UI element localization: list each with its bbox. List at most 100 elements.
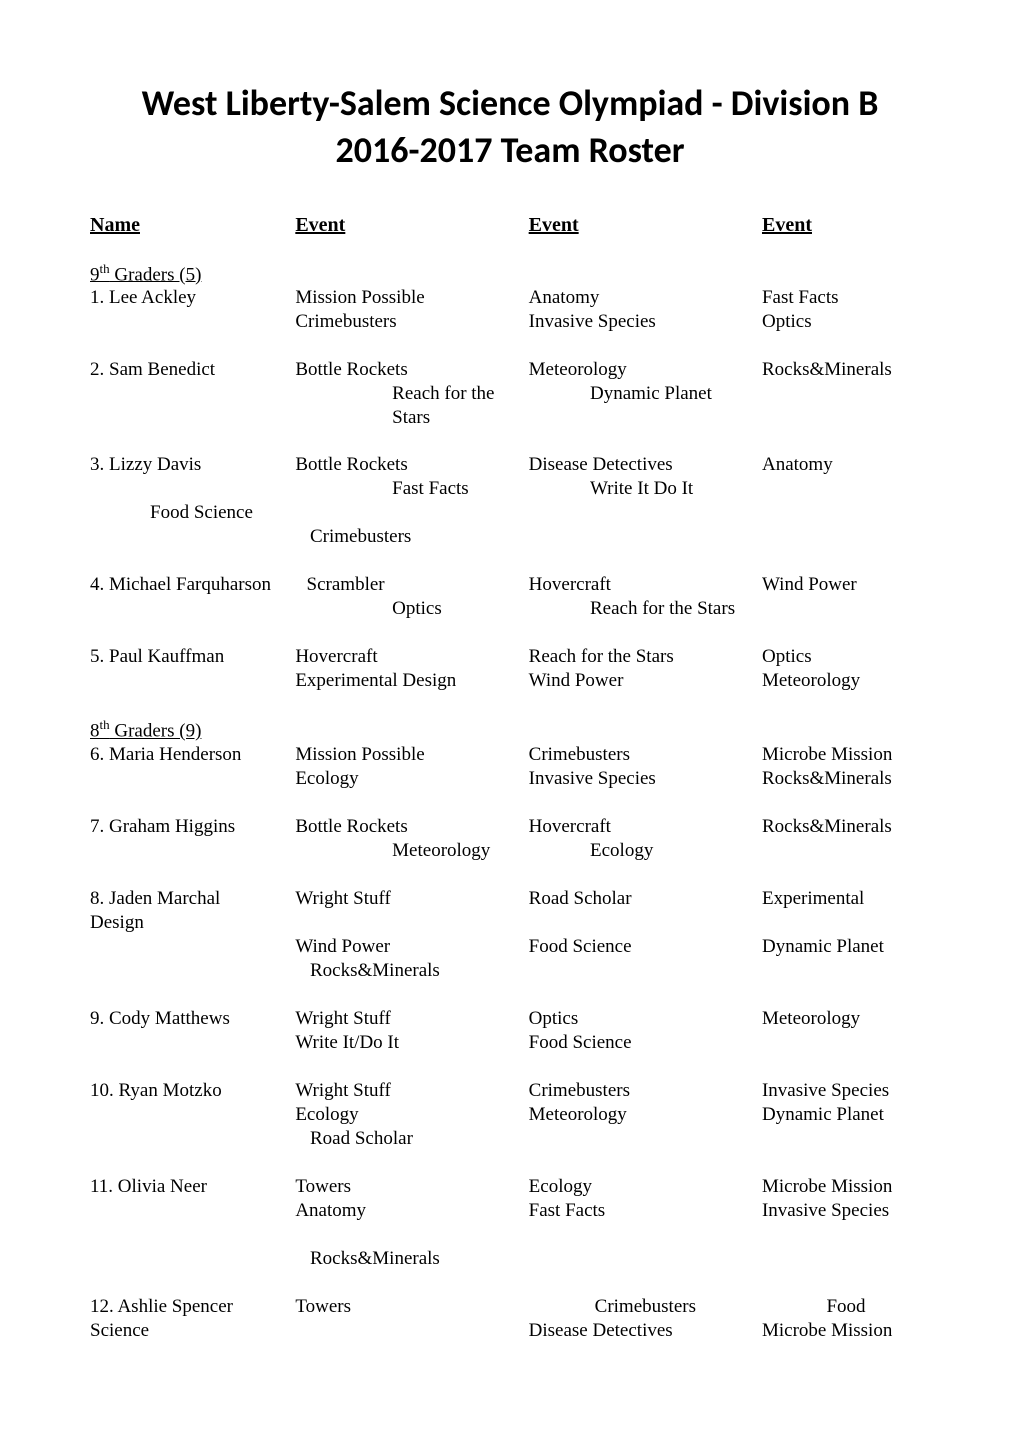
event-cell: Wind Power bbox=[762, 573, 930, 597]
event-cell: Ecology bbox=[530, 839, 765, 863]
roster-entry: 10. Ryan Motzko Wright Stuff Crimebuster… bbox=[90, 1079, 930, 1151]
student-name: 8. Jaden Marchal bbox=[90, 887, 295, 911]
event-cell: Write It/Do It bbox=[295, 1031, 528, 1055]
roster-entry: 5. Paul Kauffman Hovercraft Reach for th… bbox=[90, 645, 930, 693]
student-name: 9. Cody Matthews bbox=[90, 1007, 295, 1031]
event-cell: Rocks&Minerals bbox=[762, 767, 930, 791]
roster-entry: 6. Maria Henderson Mission Possible Crim… bbox=[90, 743, 930, 791]
event-cell: Rocks&Minerals bbox=[762, 815, 930, 839]
student-name: 11. Olivia Neer bbox=[90, 1175, 295, 1199]
student-name: 12. Ashlie Spencer bbox=[90, 1295, 295, 1319]
event-cell: Microbe Mission bbox=[762, 1175, 930, 1199]
event-cell: Meteorology bbox=[529, 1103, 762, 1127]
event-cell: Dynamic Planet bbox=[762, 1103, 930, 1127]
header-event-2: Event bbox=[529, 214, 579, 236]
header-event-3: Event bbox=[762, 214, 812, 236]
event-cell: Food Science bbox=[529, 1031, 762, 1055]
event-cell: Microbe Mission bbox=[762, 1319, 930, 1343]
event-cell: Towers bbox=[295, 1295, 528, 1319]
roster-entry: 9. Cody Matthews Wright Stuff Optics Met… bbox=[90, 1007, 930, 1055]
event-cell: Crimebusters bbox=[310, 525, 560, 549]
event-cell: Rocks&Minerals bbox=[310, 959, 560, 983]
student-name: 7. Graham Higgins bbox=[90, 815, 295, 839]
event-cell: Anatomy bbox=[762, 453, 930, 477]
event-cell: Rocks&Minerals bbox=[762, 358, 930, 382]
roster-entry: 4. Michael Farquharson Scrambler Hovercr… bbox=[90, 573, 930, 621]
event-cell: Bottle Rockets bbox=[295, 453, 528, 477]
column-headers: Name Event Event Event bbox=[90, 214, 930, 237]
roster-entry: 8. Jaden Marchal Wright Stuff Road Schol… bbox=[90, 887, 930, 983]
event-cell: Fast Facts bbox=[292, 477, 530, 501]
title-line-1: West Liberty-Salem Science Olympiad - Di… bbox=[142, 81, 879, 125]
event-cell: Wind Power bbox=[529, 669, 762, 693]
student-name: 2. Sam Benedict bbox=[90, 358, 295, 382]
section-ninth-graders: 9th Graders (5) bbox=[90, 261, 930, 286]
event-cell: Mission Possible bbox=[295, 286, 528, 310]
event-cell: Crimebusters bbox=[295, 310, 528, 334]
roster-entry: 12. Ashlie Spencer Towers Crimebusters F… bbox=[90, 1295, 930, 1343]
event-cell: Invasive Species bbox=[762, 1079, 930, 1103]
event-cell: Food bbox=[762, 1295, 930, 1319]
event-cell: Wright Stuff bbox=[295, 887, 528, 911]
event-cell: Bottle Rockets bbox=[295, 358, 528, 382]
event-cell: Fast Facts bbox=[762, 286, 930, 310]
event-cell: Invasive Species bbox=[529, 767, 762, 791]
event-cell: Road Scholar bbox=[529, 887, 762, 911]
event-cell: Hovercraft bbox=[295, 645, 528, 669]
event-cell: Meteorology bbox=[292, 839, 530, 863]
student-name: 3. Lizzy Davis bbox=[90, 453, 295, 477]
roster-entry: 7. Graham Higgins Bottle Rockets Hovercr… bbox=[90, 815, 930, 863]
student-name-line2: Design bbox=[90, 911, 310, 935]
event-cell: Reach for the Stars bbox=[530, 597, 765, 621]
event-cell: Crimebusters bbox=[529, 1295, 762, 1319]
event-cell: Meteorology bbox=[762, 669, 930, 693]
event-cell: Wind Power bbox=[295, 935, 528, 959]
event-cell: Food Science bbox=[529, 935, 762, 959]
event-cell: Wright Stuff bbox=[295, 1007, 528, 1031]
header-name: Name bbox=[90, 214, 140, 236]
event-cell: Crimebusters bbox=[529, 1079, 762, 1103]
event-cell: Reach for the Stars bbox=[292, 382, 530, 430]
student-name: 5. Paul Kauffman bbox=[90, 645, 295, 669]
event-cell: Reach for the Stars bbox=[529, 645, 762, 669]
event-cell: Experimental Design bbox=[295, 669, 528, 693]
event-cell: Optics bbox=[762, 310, 930, 334]
student-name: 1. Lee Ackley bbox=[90, 286, 295, 310]
event-cell: Hovercraft bbox=[529, 573, 762, 597]
event-cell: Meteorology bbox=[529, 358, 762, 382]
roster-entry: 2. Sam Benedict Bottle Rockets Meteorolo… bbox=[90, 358, 930, 430]
student-name: 6. Maria Henderson bbox=[90, 743, 295, 767]
event-cell: Fast Facts bbox=[529, 1199, 762, 1223]
roster-entry: 1. Lee Ackley Mission Possible Anatomy F… bbox=[90, 286, 930, 334]
event-cell: Road Scholar bbox=[310, 1127, 560, 1151]
student-name: 10. Ryan Motzko bbox=[90, 1079, 295, 1103]
event-cell: Wright Stuff bbox=[295, 1079, 528, 1103]
event-cell: Write It Do It bbox=[530, 477, 765, 501]
header-event-1: Event bbox=[295, 214, 345, 236]
event-cell: Food Science bbox=[90, 501, 310, 525]
event-cell: Optics bbox=[529, 1007, 762, 1031]
event-cell: Ecology bbox=[529, 1175, 762, 1199]
event-cell: Rocks&Minerals bbox=[310, 1247, 560, 1271]
event-cell: Disease Detectives bbox=[529, 1319, 762, 1343]
event-cell: Scrambler bbox=[307, 573, 529, 597]
event-cell: Bottle Rockets bbox=[295, 815, 528, 839]
event-cell: Dynamic Planet bbox=[762, 935, 930, 959]
event-cell: Meteorology bbox=[762, 1007, 930, 1031]
event-cell: Invasive Species bbox=[529, 310, 762, 334]
roster-entry: 3. Lizzy Davis Bottle Rockets Disease De… bbox=[90, 453, 930, 549]
event-cell: Towers bbox=[295, 1175, 528, 1199]
event-cell: Anatomy bbox=[529, 286, 762, 310]
event-cell: Optics bbox=[762, 645, 930, 669]
event-cell: Mission Possible bbox=[295, 743, 528, 767]
student-name-line2: Science bbox=[90, 1319, 295, 1343]
roster-entry: 11. Olivia Neer Towers Ecology Microbe M… bbox=[90, 1175, 930, 1271]
student-name: 4. Michael Farquharson bbox=[90, 573, 307, 597]
event-cell: Ecology bbox=[295, 767, 528, 791]
event-cell: Ecology bbox=[295, 1103, 528, 1127]
event-cell: Microbe Mission bbox=[762, 743, 930, 767]
document-title: West Liberty-Salem Science Olympiad - Di… bbox=[90, 80, 930, 174]
event-cell: Anatomy bbox=[295, 1199, 528, 1223]
event-cell: Invasive Species bbox=[762, 1199, 930, 1223]
event-cell: Dynamic Planet bbox=[530, 382, 765, 430]
